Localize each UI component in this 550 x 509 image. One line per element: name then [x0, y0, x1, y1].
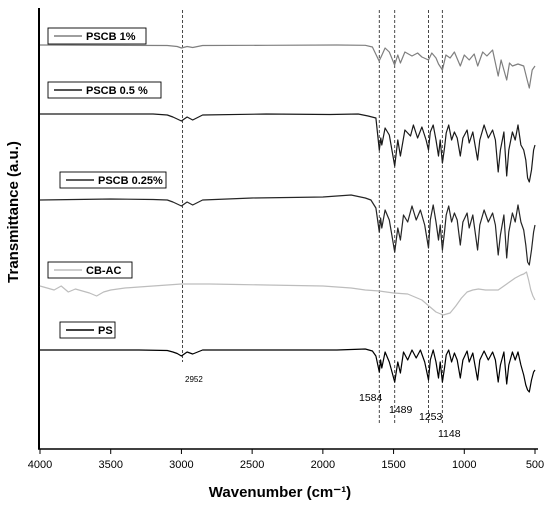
peak-label-1148: 1148	[438, 428, 461, 440]
legend-label: CB-AC	[86, 265, 121, 277]
reference-lines	[182, 10, 443, 424]
x-tick-label: 1000	[452, 459, 476, 471]
legend-item-pscb-0-25-: PSCB 0.25%	[59, 171, 167, 189]
legend: PSCB 1% PSCB 0.5 % PSCB 0.25% CB-AC PS	[47, 27, 167, 339]
peak-label-1253: 1253	[419, 411, 443, 423]
series-line-ps	[40, 348, 536, 393]
x-axis-ticks: 4000 3500 3000 2500 2000 1500 1000 500	[28, 449, 544, 471]
x-tick-label: 500	[526, 459, 544, 471]
legend-label: PSCB 0.5 %	[86, 85, 148, 97]
legend-item-pscb-0-5-: PSCB 0.5 %	[47, 81, 162, 99]
series-line-cb-ac	[39, 271, 536, 316]
x-tick-label: 2500	[240, 459, 264, 471]
x-tick-label: 1500	[381, 459, 405, 471]
legend-label: PSCB 0.25%	[98, 175, 163, 187]
peak-label-1489: 1489	[389, 404, 413, 416]
legend-label: PS	[98, 325, 113, 337]
spectra	[39, 44, 536, 393]
x-axis-title: Wavenumber (cm⁻¹)	[209, 484, 351, 501]
peak-labels: 2952 1584 1489 1253 1148	[185, 375, 461, 440]
series-line-pscb-0-5-	[40, 113, 536, 183]
series-line-pscb-0-25-	[39, 194, 536, 266]
peak-label-1584: 1584	[359, 392, 383, 404]
y-axis-title: Transmittance (a.u.)	[5, 141, 22, 283]
legend-item-cb-ac: CB-AC	[47, 261, 133, 279]
x-tick-label: 3000	[169, 459, 193, 471]
peak-label-2952: 2952	[185, 375, 203, 384]
legend-item-pscb-1-: PSCB 1%	[47, 27, 147, 45]
x-tick-label: 2000	[311, 459, 335, 471]
series-line-pscb-1-	[39, 44, 536, 89]
x-tick-label: 4000	[28, 459, 52, 471]
legend-item-ps: PS	[59, 321, 116, 339]
axes	[38, 8, 538, 450]
legend-label: PSCB 1%	[86, 31, 136, 43]
x-tick-label: 3500	[98, 459, 122, 471]
